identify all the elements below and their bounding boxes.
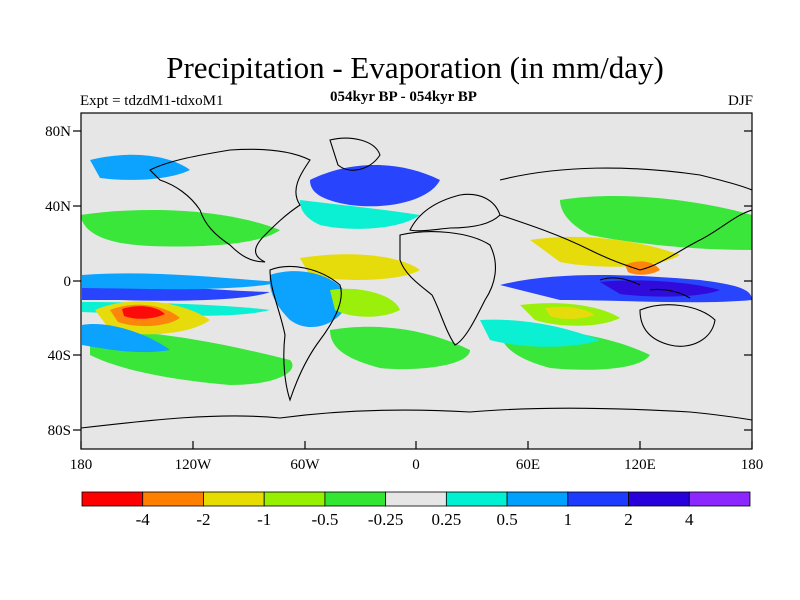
field-green-nh-pacific [560,195,752,250]
pe-field [81,154,752,385]
lat-tick-0: 0 [64,274,72,290]
lon-tick-60w: 60W [290,457,320,473]
colorbar-swatch-6 [445,491,508,507]
coast-africa [399,231,496,346]
season-label: DJF [727,93,753,109]
colorbar-swatch-5 [385,491,447,507]
colorbar-swatch-7 [506,491,569,507]
field-cyan-n-atlantic [300,200,420,229]
field-dry-s-atlantic [330,288,400,317]
colorbar-swatch-9 [628,491,690,507]
lon-tick-60e: 60E [516,457,540,473]
lat-tick-40s: 40S [48,348,71,364]
field-driest-se-pacific [122,306,165,319]
colorbar-swatch-10 [688,491,751,507]
field-yellow-s-indian [545,306,595,319]
coast-europe [409,193,501,232]
field-green-south-atlantic [330,326,470,370]
colorbar-swatch-0 [81,491,144,507]
colorbar-label-3: -0.5 [311,510,338,529]
coast-asia [499,167,752,271]
plot-title: Precipitation - Evaporation (in mm/day) [166,50,664,85]
coast-north-america [149,148,311,263]
field-blue-n-pacific [90,154,190,180]
field-cyan-eq-pacific [82,273,280,290]
colorbar-label-1: -2 [196,510,210,529]
period-subtitle: 054kyr BP - 054kyr BP [330,89,477,105]
colorbar-swatch-2 [203,491,265,507]
colorbar: -4 -2 -1 -0.5 -0.25 0.25 0.5 1 2 4 [81,491,751,529]
colorbar-label-6: 0.5 [496,510,517,529]
colorbar-label-5: 0.25 [431,510,461,529]
field-green-nh-atlantic [81,210,280,247]
lon-tick-120e: 120E [624,457,656,473]
colorbar-swatch-8 [567,491,629,507]
lat-tick-40n: 40N [45,199,71,215]
colorbar-label-2: -1 [257,510,271,529]
lon-axis [80,441,753,449]
coast-antarctica [81,407,752,429]
lon-tick-180w: 180 [70,457,93,473]
lon-tick-120w: 120W [175,457,213,473]
field-dry-east-asia [625,261,660,275]
lat-tick-80s: 80S [48,423,71,439]
coast-greenland [329,137,381,171]
coast-australia [639,304,716,347]
lon-tick-180e: 180 [741,457,764,473]
field-blue-n-atlantic [310,165,440,207]
colorbar-swatch-4 [324,491,387,507]
coast-south-america [269,266,342,402]
lon-tick-0: 0 [412,457,420,473]
experiment-label: Expt = tdzdM1-tdxoM1 [80,93,224,109]
colorbar-label-9: 4 [685,510,694,529]
colorbar-label-7: 1 [564,510,573,529]
field-yellow-w-pacific [530,236,680,267]
field-cyan-s-indian [480,319,600,347]
map-panel [81,113,752,449]
coast-indonesia [599,277,691,299]
field-cyan-s-pacific [82,324,170,353]
lat-tick-80n: 80N [45,124,71,140]
colorbar-label-0: -4 [136,510,151,529]
coastlines [81,137,752,429]
field-yellow-trop-atlantic [300,254,420,280]
colorbar-label-8: 2 [624,510,633,529]
lat-axis [73,130,752,431]
field-blue-amazon [269,271,350,328]
field-purple-maritime [600,280,720,297]
colorbar-swatch-3 [263,491,326,507]
colorbar-swatch-1 [142,491,204,507]
colorbar-label-4: -0.25 [368,510,403,529]
